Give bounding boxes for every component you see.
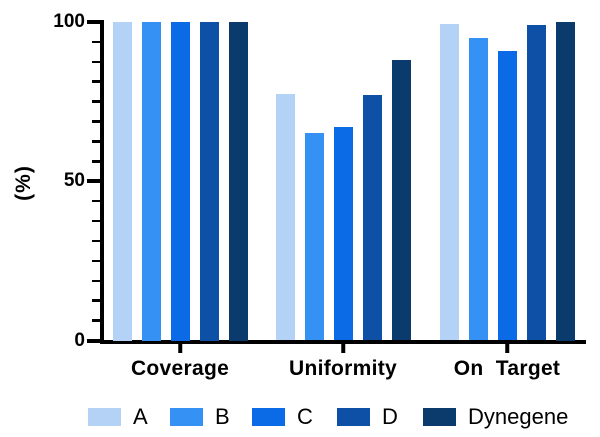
- legend-item-c: C: [252, 404, 313, 430]
- legend-swatch-c: [252, 408, 285, 426]
- y-axis-minor-tick: [92, 199, 100, 203]
- legend-label-dynegene: Dynegene: [468, 404, 569, 429]
- x-axis-tick-uniformity: [341, 344, 345, 353]
- legend-label-d: D: [382, 404, 398, 429]
- legend-label-a: A: [133, 404, 148, 429]
- bar-coverage-c: [170, 22, 190, 341]
- legend-label-b: B: [215, 404, 230, 429]
- y-axis-line: [100, 20, 104, 344]
- y-axis-minor-tick: [92, 239, 100, 243]
- y-axis-minor-tick: [92, 219, 100, 223]
- y-axis-minor-tick: [92, 80, 100, 83]
- legend-swatch-dynegene: [423, 408, 456, 426]
- y-axis-major-tick: [87, 20, 100, 24]
- bar-uniformity-b: [304, 133, 324, 341]
- y-tick-label-0: 0: [74, 329, 85, 351]
- bar-on-target-d: [526, 24, 546, 341]
- y-axis-minor-tick: [92, 40, 100, 44]
- legend-swatch-d: [337, 408, 370, 426]
- bar-on-target-c: [497, 50, 517, 341]
- bar-uniformity-c: [333, 127, 353, 341]
- y-tick-label-50: 50: [63, 170, 85, 192]
- bar-coverage-b: [141, 22, 161, 341]
- y-axis-minor-tick: [92, 259, 100, 263]
- legend-label-c: C: [297, 404, 313, 429]
- y-axis-minor-tick: [92, 279, 100, 283]
- y-axis-minor-tick: [92, 60, 100, 64]
- bar-coverage-d: [199, 22, 219, 341]
- bar-on-target-a: [439, 23, 459, 341]
- legend-item-b: B: [170, 404, 230, 430]
- x-category-label-coverage: Coverage: [130, 357, 230, 380]
- bar-on-target-dynegene: [555, 22, 575, 341]
- x-category-label-uniformity: Uniformity: [289, 357, 397, 380]
- y-axis-minor-tick: [92, 299, 100, 302]
- y-axis-minor-tick: [92, 120, 100, 123]
- bar-on-target-b: [468, 37, 488, 341]
- y-axis-minor-tick: [92, 140, 100, 143]
- bar-uniformity-d: [362, 95, 382, 341]
- y-axis-major-tick: [87, 179, 100, 184]
- y-axis-minor-tick: [92, 160, 100, 163]
- legend-item-a: A: [88, 404, 148, 430]
- y-tick-label-100: 100: [53, 11, 85, 32]
- bar-uniformity-a: [275, 93, 295, 341]
- legend: A B C D Dynegene: [0, 404, 600, 434]
- y-axis-major-tick: [87, 338, 100, 343]
- bar-coverage-a: [112, 22, 132, 341]
- legend-item-d: D: [337, 404, 398, 430]
- x-axis-line: [100, 340, 586, 344]
- bar-coverage-dynegene: [228, 22, 248, 341]
- legend-swatch-a: [88, 408, 121, 426]
- x-axis-tick-coverage: [178, 344, 182, 353]
- bar-uniformity-dynegene: [391, 60, 411, 341]
- legend-swatch-b: [170, 408, 203, 426]
- y-axis-minor-tick: [92, 319, 100, 322]
- x-axis-tick-on-target: [505, 344, 509, 353]
- x-category-label-on-target: On Target: [453, 357, 561, 380]
- legend-item-dynegene: Dynegene: [423, 404, 568, 430]
- y-axis-minor-tick: [92, 100, 100, 103]
